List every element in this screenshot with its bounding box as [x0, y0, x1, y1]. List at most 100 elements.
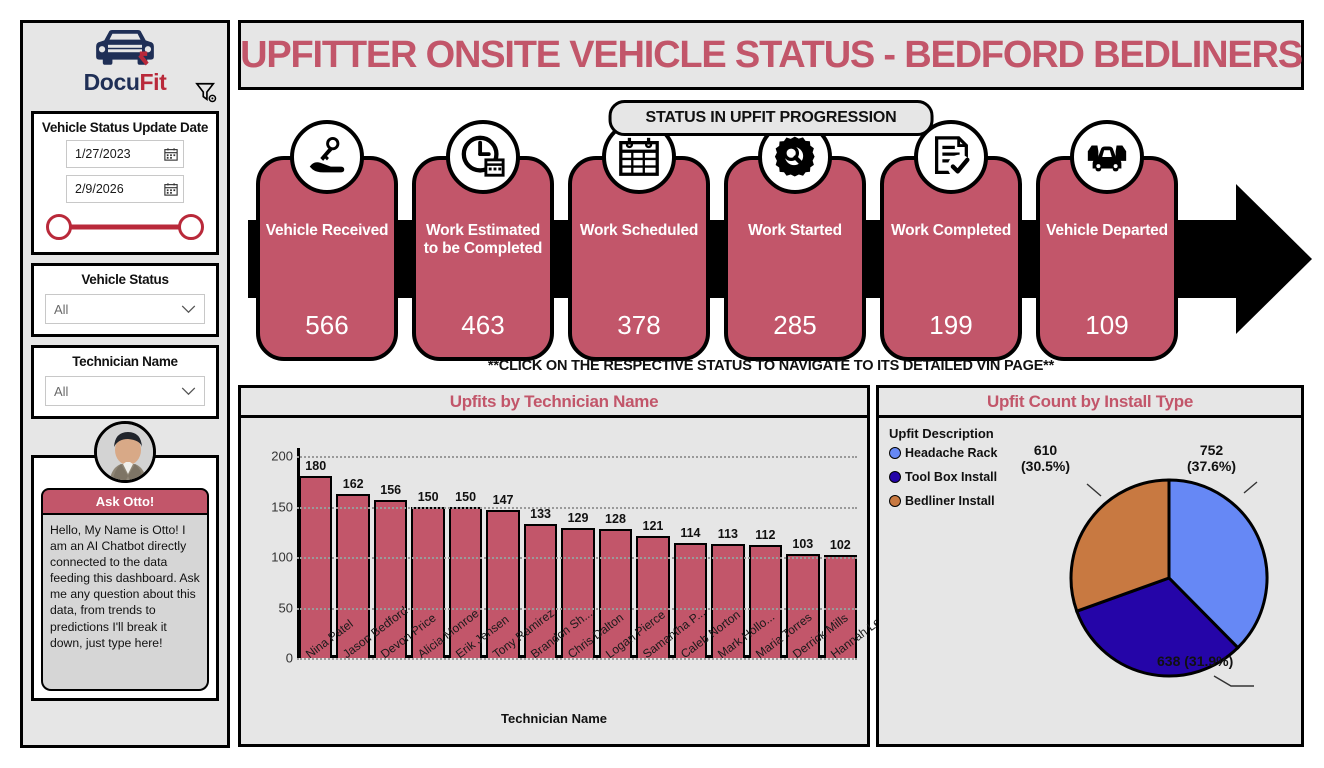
status-card-label: Work Estimated to be Completed [423, 222, 543, 258]
end-date-value: 2/9/2026 [75, 182, 124, 196]
bar-value-label: 114 [680, 525, 701, 540]
technician-name-dropdown[interactable]: All [45, 376, 205, 406]
slider-handle-end[interactable] [178, 214, 204, 240]
progress-arrow-head [1236, 184, 1312, 334]
truck-icon [96, 30, 154, 66]
bar[interactable] [673, 542, 708, 658]
bar-column[interactable]: 113 [711, 456, 745, 658]
status-card-work-started[interactable]: Work Started 285 [724, 120, 866, 361]
bar-column[interactable]: 114 [673, 456, 708, 658]
bar[interactable] [373, 500, 408, 658]
bar-value-label: 113 [717, 526, 738, 541]
legend-item-bedliner-install[interactable]: Bedliner Install [889, 494, 997, 508]
pie-slice-headache-rack[interactable] [1167, 478, 1269, 650]
bar-column[interactable]: 133 [523, 456, 558, 658]
legend-label: Bedliner Install [905, 494, 995, 508]
pie-slice-tool-box-install[interactable] [1074, 576, 1240, 678]
chatbot-panel: Ask Otto! Hello, My Name is Otto! I am a… [31, 455, 219, 701]
chevron-down-icon[interactable] [181, 386, 196, 396]
legend-item-headache-rack[interactable]: Headache Rack [889, 446, 997, 460]
bar[interactable] [711, 543, 745, 658]
bar[interactable] [336, 494, 370, 658]
calendar-icon[interactable] [164, 147, 178, 161]
pie-leader-line [1086, 483, 1102, 497]
legend-label: Headache Rack [905, 446, 998, 460]
bar-value-label: 128 [605, 511, 626, 526]
start-date-field[interactable]: 1/27/2023 [66, 140, 184, 168]
chatbot-message[interactable]: Hello, My Name is Otto! I am an AI Chatb… [41, 515, 209, 691]
pie-label-value: 610 [1033, 442, 1058, 458]
bar-column[interactable]: 103 [786, 456, 820, 658]
x-label-column: Erik Jensen [449, 612, 512, 706]
status-card-vehicle-received[interactable]: Vehicle Received 566 [256, 120, 398, 361]
bar[interactable] [598, 528, 633, 658]
bar-column[interactable]: 121 [636, 456, 670, 658]
pie-svg[interactable] [1039, 448, 1299, 718]
bar[interactable] [636, 535, 670, 658]
pie-graphic: 752 (37.6%) 610 (30.5%) 638 (31.9%) [1021, 442, 1299, 718]
status-card-work-completed[interactable]: Work Completed 199 [880, 120, 1022, 361]
bar-column[interactable]: 147 [486, 456, 520, 658]
clock-calendar-icon [446, 120, 520, 194]
filter-icon[interactable] [195, 81, 217, 103]
pie-legend-title: Upfit Description [889, 426, 994, 441]
x-label-column: Alicia Monroe [411, 606, 481, 706]
status-card-work-estimated[interactable]: Work Estimated to be Completed 463 [412, 120, 554, 361]
legend-swatch-icon [889, 447, 901, 459]
pie-label-headache-rack: 752 (37.6%) [1187, 442, 1236, 474]
start-date-value: 1/27/2023 [75, 147, 131, 161]
sidebar: DocuFit Vehicle Status Update Date 1/27/… [20, 20, 230, 748]
status-card-vehicle-departed[interactable]: Vehicle Departed 109 [1036, 120, 1178, 361]
date-slicer: Vehicle Status Update Date 1/27/2023 2/9… [31, 111, 219, 255]
vehicle-status-value: All [54, 301, 69, 317]
bar-column[interactable]: 102 [823, 456, 858, 658]
bar[interactable] [561, 527, 595, 658]
legend-label: Tool Box Install [905, 470, 998, 484]
x-axis-labels: Nina Patel Jason Bedford Devon Price Alicia… [299, 603, 888, 706]
x-label-column: Chris Dalton [561, 610, 626, 706]
bar-column[interactable]: 128 [598, 456, 633, 658]
pie-slice-bedliner-install[interactable] [1069, 478, 1171, 614]
bar[interactable] [448, 506, 483, 658]
bar-value-label: 102 [829, 537, 851, 552]
pie-label-percent: (30.5%) [1021, 458, 1071, 475]
pie-chart-title: Upfit Count by Install Type [879, 388, 1301, 418]
end-date-field[interactable]: 2/9/2026 [66, 175, 184, 203]
gridline [297, 456, 857, 458]
date-range-slider[interactable] [44, 210, 206, 244]
status-card-value: 109 [1085, 310, 1129, 340]
bar-column[interactable]: 156 [373, 456, 408, 658]
calendar-icon[interactable] [164, 182, 178, 196]
chevron-down-icon[interactable] [181, 304, 196, 314]
bar[interactable] [748, 544, 783, 658]
status-card-value: 199 [929, 310, 973, 340]
bar-value-label: 129 [567, 510, 589, 525]
legend-item-tool-box-install[interactable]: Tool Box Install [889, 470, 997, 484]
x-label-column: Devon Price [374, 611, 439, 706]
bar[interactable] [823, 554, 858, 658]
bar-column[interactable]: 129 [561, 456, 595, 658]
click-instruction-note: **CLICK ON THE RESPECTIVE STATUS TO NAVI… [487, 358, 1055, 374]
status-card-label: Work Completed [890, 222, 1012, 239]
slider-handle-start[interactable] [46, 214, 72, 240]
technician-name-slicer: Technician Name All [31, 345, 219, 419]
pie-label-tool-box-install: 638 (31.9%) [1157, 653, 1234, 669]
bar-column[interactable]: 162 [336, 456, 370, 658]
bar[interactable] [523, 523, 558, 658]
y-tick-label: 200 [271, 448, 293, 464]
logo-wordmark: DocuFit [84, 71, 167, 94]
pie-label-bedliner-install: 610 (30.5%) [1021, 442, 1070, 474]
bar-chart-panel: Upfits by Technician Name 0 50 100 150 200 1… [238, 385, 888, 747]
vehicle-status-dropdown[interactable]: All [45, 294, 205, 324]
gridline [297, 557, 857, 559]
bar[interactable] [786, 553, 820, 658]
status-card-work-scheduled[interactable]: Work Scheduled 378 [568, 120, 710, 361]
bar-column[interactable]: 112 [748, 456, 783, 658]
y-axis-line [297, 448, 300, 658]
bar-value-label: 180 [305, 459, 327, 474]
bar-column[interactable]: 150 [448, 456, 483, 658]
avatar [94, 421, 156, 483]
vehicle-status-slicer: Vehicle Status All [31, 263, 219, 337]
bar[interactable] [486, 509, 520, 658]
